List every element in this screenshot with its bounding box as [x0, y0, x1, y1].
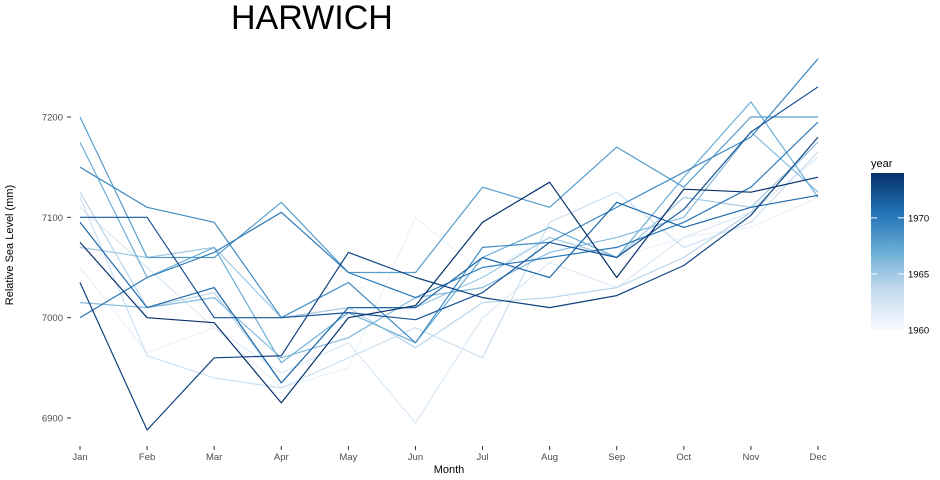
series-line-1969 — [79, 58, 819, 344]
legend-tick-label: 1970 — [908, 213, 929, 224]
y-tick-label: 7000 — [42, 313, 63, 324]
series-line-1972 — [80, 86, 819, 321]
x-tick-label: Oct — [676, 452, 691, 463]
series-line-1967 — [79, 101, 819, 364]
y-axis: 6900 7000 7100 7200 — [42, 113, 71, 425]
chart-title: HARWICH — [231, 0, 393, 37]
y-axis-title: Relative Sea Level (mm) — [4, 185, 16, 305]
x-tick-label: Jan — [72, 452, 87, 463]
y-tick-label: 6900 — [42, 414, 63, 425]
series-line-1963 — [79, 151, 819, 389]
x-tick-label: Nov — [742, 452, 759, 463]
series-line-1974 — [79, 176, 819, 404]
legend-title: year — [871, 158, 893, 170]
x-tick-label: May — [339, 452, 357, 463]
x-tick-label: Feb — [139, 452, 155, 463]
x-tick-label: Jun — [408, 452, 423, 463]
y-tick-label: 7200 — [42, 113, 63, 124]
x-tick-label: Mar — [206, 452, 222, 463]
series-line-1960 — [79, 221, 819, 314]
colorbar — [871, 173, 904, 330]
x-tick-label: Dec — [810, 452, 827, 463]
series-line-1968 — [79, 116, 818, 274]
series-line-1971 — [79, 194, 819, 384]
legend-tick-label: 1965 — [908, 269, 929, 280]
x-tick-label: Sep — [608, 452, 625, 463]
series-lines — [79, 58, 819, 431]
y-tick-label: 7100 — [42, 213, 63, 224]
x-tick-label: Aug — [541, 452, 558, 463]
legend-tick-label: 1960 — [908, 326, 929, 337]
x-tick-label: Jul — [476, 452, 488, 463]
x-axis: Jan Feb Mar Apr May Jun Jul Aug Sep Oct Nov Dec — [72, 446, 827, 463]
x-axis-title: Month — [434, 464, 465, 476]
legend-ticks: 1960 1965 1970 — [871, 213, 929, 337]
series-line-1966 — [79, 131, 819, 359]
series-line-1962 — [79, 156, 819, 424]
x-tick-label: Apr — [274, 452, 289, 463]
series-line-1961 — [79, 196, 819, 389]
series-line-1973 — [79, 136, 819, 431]
series-line-1964 — [79, 141, 819, 384]
color-legend: year 1960 1965 1970 — [871, 158, 929, 337]
